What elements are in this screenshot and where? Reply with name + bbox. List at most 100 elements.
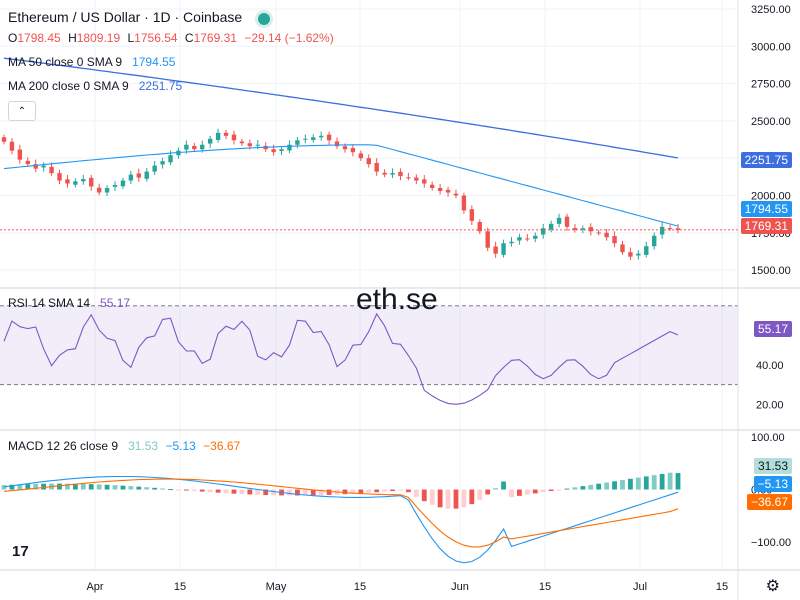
macd-bar xyxy=(445,489,451,509)
candle xyxy=(287,144,292,151)
candle xyxy=(628,252,633,257)
macd-bar xyxy=(620,480,625,490)
macd-bar xyxy=(160,488,165,490)
candle xyxy=(382,172,387,175)
candle xyxy=(477,222,482,232)
macd-bar xyxy=(57,483,62,490)
collapse-legend-button[interactable]: ⌃ xyxy=(8,101,36,121)
ma50-value: 1794.55 xyxy=(132,55,176,69)
time-tick-label: 15 xyxy=(539,581,551,593)
candle xyxy=(73,181,78,185)
macd-bar xyxy=(104,484,110,490)
ma50-line xyxy=(3,144,679,227)
candle xyxy=(104,188,110,193)
ma50-badge: 1794.55 xyxy=(740,201,792,217)
macd-histogram xyxy=(1,472,681,509)
candle xyxy=(390,173,395,175)
gear-icon[interactable]: ⚙ xyxy=(765,578,780,595)
candle xyxy=(437,188,443,192)
tradingview-logo-icon[interactable]: 17 xyxy=(12,543,29,560)
candle xyxy=(144,171,149,179)
macd-bar xyxy=(540,489,546,493)
candle xyxy=(453,193,459,196)
rsi-legend[interactable]: RSI 14 SMA 14 55.17 xyxy=(8,296,134,310)
low-label: L xyxy=(127,31,135,45)
macd-bar xyxy=(628,478,633,490)
macd-bar xyxy=(112,485,118,490)
macd-bar xyxy=(485,489,491,495)
candle xyxy=(279,149,284,152)
candle xyxy=(525,238,530,240)
candle xyxy=(41,165,46,168)
macd-legend[interactable]: MACD 12 26 close 9 31.53 −5.13 −36.67 xyxy=(8,439,244,453)
candle xyxy=(49,166,54,174)
ma200-legend[interactable]: MA 200 close 0 SMA 9 2251.75 xyxy=(8,79,186,93)
time-tick-label: Apr xyxy=(86,581,103,593)
candle xyxy=(445,189,451,193)
candles xyxy=(1,128,681,261)
macd-bar xyxy=(596,483,602,490)
candle xyxy=(501,243,506,255)
candle xyxy=(168,155,173,163)
rsi-pane xyxy=(0,305,738,386)
candle xyxy=(588,227,593,232)
candle xyxy=(25,160,30,165)
macd-bar xyxy=(168,489,173,491)
candle xyxy=(580,228,586,230)
watermark-text: eth.se xyxy=(356,283,438,316)
macd-bar xyxy=(651,475,657,490)
macd-value: −5.13 xyxy=(165,439,196,453)
rsi-band xyxy=(0,305,738,385)
candle xyxy=(318,135,324,138)
macd-bar xyxy=(17,484,23,490)
macd-bar xyxy=(556,489,562,491)
macd-bar xyxy=(382,489,388,492)
macd-bar xyxy=(453,489,459,509)
candle xyxy=(120,180,126,187)
macd-bar xyxy=(176,489,181,491)
macd-bar xyxy=(302,489,308,496)
macd-bar xyxy=(72,483,78,490)
macd-bar xyxy=(517,489,522,496)
rsi-label: RSI 14 SMA 14 xyxy=(8,296,91,310)
candle xyxy=(33,164,38,169)
candle xyxy=(9,141,15,151)
ma50-legend[interactable]: MA 50 close 0 SMA 9 1794.55 xyxy=(8,55,179,69)
macd-bar xyxy=(667,472,673,490)
candle xyxy=(604,232,609,238)
ma200-value: 2251.75 xyxy=(138,79,183,93)
candle xyxy=(184,144,189,150)
macd-bar xyxy=(366,489,372,493)
macd-bar xyxy=(461,489,467,508)
macd-bar xyxy=(501,481,506,490)
macd-bar xyxy=(469,489,475,505)
macd-bar xyxy=(65,483,70,490)
candle xyxy=(398,171,403,177)
macd-bar xyxy=(604,482,610,490)
macd-bar xyxy=(239,489,245,495)
candle xyxy=(533,235,538,239)
candle xyxy=(200,144,205,150)
candle xyxy=(112,185,118,187)
macd-bar xyxy=(612,481,617,490)
symbol-title[interactable]: Ethereum / US Dollar · 1D · Coinbase xyxy=(8,9,243,25)
candle xyxy=(406,177,411,179)
candle xyxy=(160,161,165,165)
macd-bar xyxy=(247,489,253,495)
macd-bar xyxy=(398,489,403,491)
macd-bar xyxy=(33,483,39,490)
candle xyxy=(207,138,213,144)
macd-bar xyxy=(429,489,435,505)
candle xyxy=(422,179,427,184)
macd-bar xyxy=(374,489,380,493)
price-tick-label: 3250.00 xyxy=(751,4,791,16)
macd-bar xyxy=(310,489,316,496)
macd-bar xyxy=(96,484,102,490)
macd-bar xyxy=(643,476,649,490)
candle xyxy=(469,209,475,221)
header-title-row: Ethereum / US Dollar · 1D · Coinbase xyxy=(8,9,274,25)
candle xyxy=(255,144,260,146)
macd-bar xyxy=(406,489,411,493)
